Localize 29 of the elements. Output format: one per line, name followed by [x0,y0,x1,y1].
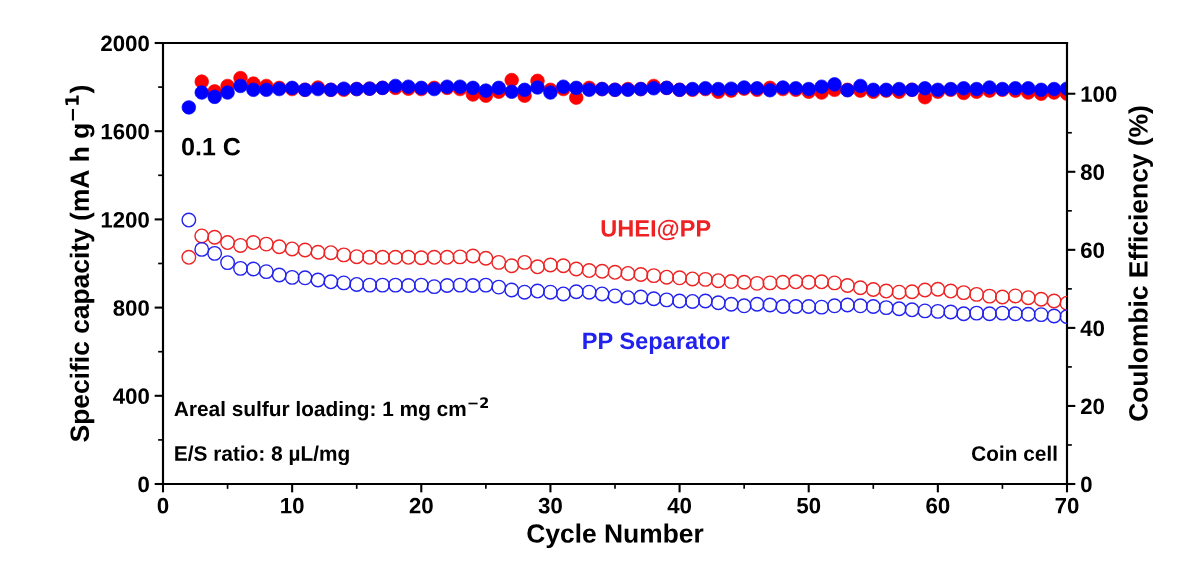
annotation: E/S ratio: 8 µL/mg [175,445,349,466]
y-tick-label: 800 [113,300,149,316]
y2-tick-label: 60 [1081,242,1104,259]
annotation: 0.1 C [182,137,241,156]
y-tick-label: 2000 [101,35,149,52]
y2-tick-label: 100 [1081,86,1117,103]
y-tick-label: 1600 [101,123,149,140]
y-axis-title: Specific capacity (mA h g$^{−1}$) [65,85,95,442]
y2-tick-label: 0 [1081,476,1092,493]
annotation: Coin cell [972,445,1057,461]
x-tick-label: 30 [538,497,562,514]
x-tick-label: 10 [281,497,304,514]
y-tick-label: 400 [113,388,149,405]
y2-axis-title: Coulombic Efficiency (%) [1128,106,1153,421]
series-label: PP Separator [583,332,730,354]
y-tick-label: 1200 [101,211,149,228]
y-tick-label: 0 [138,476,149,493]
x-tick-label: 40 [667,497,692,514]
annotation: Areal sulfur loading: 1 mg cm$^{−2}$ [174,397,489,421]
y2-tick-label: 20 [1080,398,1104,415]
series-label: UHEI@PP [601,219,711,241]
x-tick-label: 0 [157,497,169,514]
x-tick-label: 20 [409,497,433,514]
x-tick-label: 70 [1055,497,1079,514]
y2-tick-label: 40 [1080,320,1104,337]
x-tick-label: 60 [926,497,950,514]
x-axis-title: Cycle Number [527,523,704,549]
y2-tick-label: 80 [1080,164,1104,181]
x-tick-label: 50 [797,497,821,514]
